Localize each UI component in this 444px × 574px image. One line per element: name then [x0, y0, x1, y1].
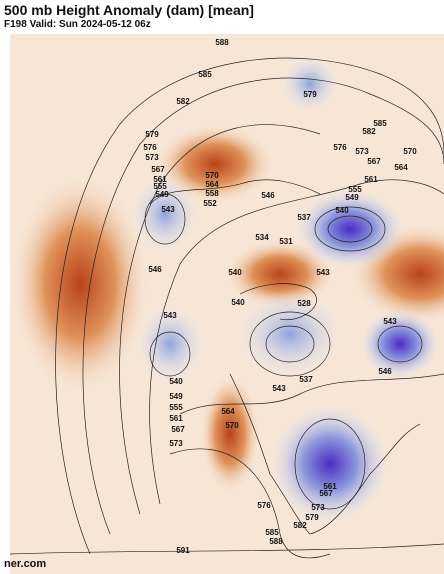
contour-label: 579	[305, 513, 319, 522]
contour-label: 573	[311, 503, 325, 512]
contour-label: 543	[272, 384, 286, 393]
contour-label: 567	[151, 165, 165, 174]
contour-label: 528	[297, 299, 311, 308]
contour-label: 531	[279, 237, 293, 246]
map: 5885855825795795765735675615555495435705…	[4, 34, 444, 574]
contour-label: 552	[203, 199, 217, 208]
contour-label: 546	[148, 265, 162, 274]
contour-label: 576	[257, 501, 271, 510]
contour-label: 540	[231, 298, 245, 307]
contour-label: 570	[205, 171, 219, 180]
contour-label: 555	[169, 403, 183, 412]
contour-label: 576	[143, 143, 157, 152]
contour-label: 555	[348, 185, 362, 194]
contour-label: 585	[373, 119, 387, 128]
contour-label: 567	[171, 425, 185, 434]
contour-label: 549	[169, 392, 183, 401]
contour-label: 540	[169, 377, 183, 386]
subtitle: F198 Valid: Sun 2024-05-12 06z	[4, 19, 151, 30]
contour-label: 558	[205, 189, 219, 198]
contour-label: 561	[169, 414, 183, 423]
contour-label: 573	[355, 147, 369, 156]
contour-label: 567	[319, 489, 333, 498]
contour-label: 585	[265, 528, 279, 537]
contour-label: 582	[293, 521, 307, 530]
contour-label: 561	[153, 175, 167, 184]
contour-label: 582	[176, 97, 190, 106]
contour-label: 549	[155, 190, 169, 199]
contour-label: 564	[205, 180, 219, 189]
contour-label: 537	[299, 375, 313, 384]
contour-label: 591	[176, 546, 190, 555]
anomaly-shading	[10, 54, 444, 524]
contour-label: 540	[335, 206, 349, 215]
contour-label: 576	[333, 143, 347, 152]
contour-label: 585	[198, 70, 212, 79]
contour-label: 582	[362, 127, 376, 136]
contour-label: 588	[269, 537, 283, 546]
contour-label: 564	[394, 163, 408, 172]
contour-labels: 5885855825795795765735675615555495435705…	[143, 38, 417, 555]
contour-label: 579	[145, 130, 159, 139]
contour-label: 567	[367, 157, 381, 166]
contour-label: 570	[403, 147, 417, 156]
contour-label: 579	[303, 90, 317, 99]
contour-label: 537	[297, 213, 311, 222]
contour-label: 534	[255, 233, 269, 242]
contour-label: 570	[225, 421, 239, 430]
contour-label: 588	[215, 38, 229, 47]
contour-label: 546	[261, 191, 275, 200]
watermark: ner.com	[4, 558, 46, 570]
contour-label: 540	[228, 268, 242, 277]
contour-label: 549	[345, 193, 359, 202]
coastlines	[149, 179, 421, 535]
contour-label: 543	[161, 205, 175, 214]
contour-label: 555	[153, 182, 167, 191]
contour-label: 573	[169, 439, 183, 448]
contour-label: 561	[323, 482, 337, 491]
contour-label: 543	[383, 317, 397, 326]
contour-label: 564	[221, 407, 235, 416]
contour-label: 561	[364, 175, 378, 184]
contour-label: 543	[163, 311, 177, 320]
contour-label: 543	[316, 268, 330, 277]
contour-label: 546	[378, 367, 392, 376]
contour-label: 573	[145, 153, 159, 162]
title: 500 mb Height Anomaly (dam) [mean]	[4, 2, 254, 18]
